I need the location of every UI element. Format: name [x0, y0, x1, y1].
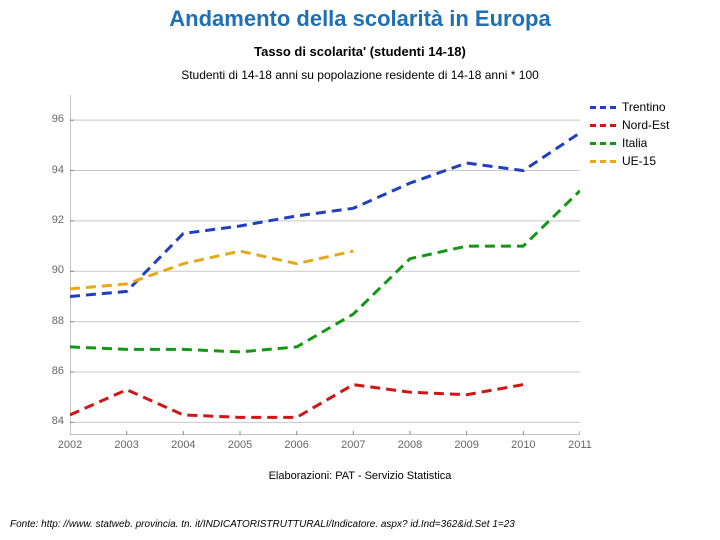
x-tick-label: 2005: [220, 439, 260, 451]
chart-plot-area: [70, 95, 580, 435]
x-tick-label: 2011: [560, 439, 600, 451]
slide: Andamento della scolarità in Europa Tass…: [0, 0, 720, 540]
y-tick-label: 96: [42, 113, 64, 125]
legend-label: Nord-Est: [622, 118, 669, 132]
legend-swatch: [590, 106, 616, 109]
x-tick-label: 2003: [107, 439, 147, 451]
legend-item: UE-15: [590, 152, 710, 170]
x-tick-label: 2004: [163, 439, 203, 451]
legend-swatch: [590, 142, 616, 145]
x-tick-label: 2007: [333, 439, 373, 451]
y-tick-label: 84: [42, 415, 64, 427]
legend-swatch: [590, 160, 616, 163]
legend-swatch: [590, 124, 616, 127]
chart-subtitle: Studenti di 14-18 anni su popolazione re…: [0, 68, 720, 82]
legend-item: Italia: [590, 134, 710, 152]
x-tick-label: 2010: [503, 439, 543, 451]
y-tick-label: 88: [42, 315, 64, 327]
legend-label: Trentino: [622, 100, 666, 114]
legend-label: Italia: [622, 136, 647, 150]
slide-title: Andamento della scolarità in Europa: [0, 6, 720, 32]
source-text: http: //www. statweb. provincia. tn. it/…: [41, 519, 515, 530]
x-tick-label: 2008: [390, 439, 430, 451]
line-chart-svg: [70, 95, 580, 435]
chart-legend: Trentino Nord-Est Italia UE-15: [590, 98, 710, 170]
legend-item: Trentino: [590, 98, 710, 116]
legend-item: Nord-Est: [590, 116, 710, 134]
y-tick-label: 90: [42, 264, 64, 276]
source-line: Fonte: http: //www. statweb. provincia. …: [10, 519, 515, 530]
x-tick-label: 2009: [447, 439, 487, 451]
y-tick-label: 86: [42, 365, 64, 377]
chart-credits: Elaborazioni: PAT - Servizio Statistica: [0, 470, 720, 482]
source-prefix: Fonte:: [10, 519, 41, 530]
chart-title: Tasso di scolarita' (studenti 14-18): [0, 44, 720, 59]
x-tick-label: 2002: [50, 439, 90, 451]
y-tick-label: 94: [42, 164, 64, 176]
legend-label: UE-15: [622, 154, 656, 168]
y-tick-label: 92: [42, 214, 64, 226]
x-tick-label: 2006: [277, 439, 317, 451]
